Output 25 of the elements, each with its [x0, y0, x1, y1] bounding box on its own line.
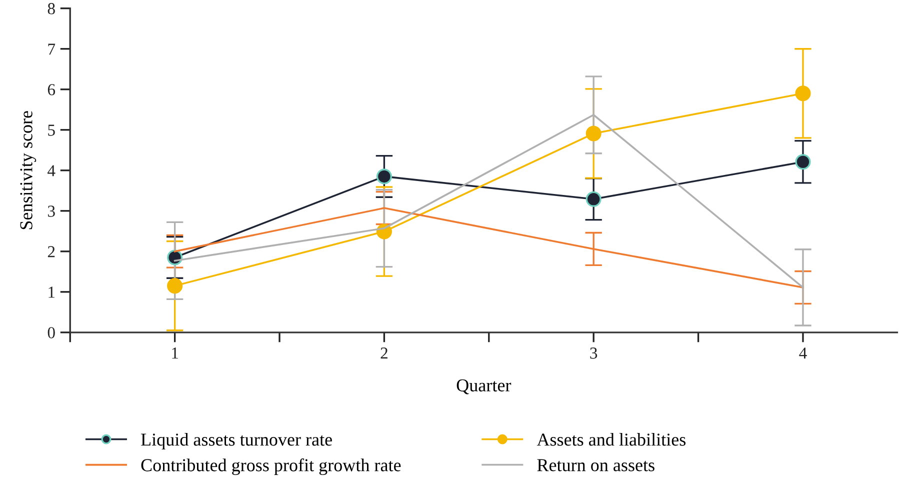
- y-tick-label: 4: [48, 165, 56, 176]
- point: [167, 278, 183, 294]
- legend-label: Assets and liabilities: [536, 433, 686, 446]
- y-tick-label: 1: [48, 286, 55, 298]
- point: [795, 86, 811, 102]
- y-tick-label: 2: [48, 246, 55, 258]
- legend-label: Liquid assets turnover rate: [141, 433, 332, 450]
- x-tick-label: 2: [380, 348, 388, 359]
- legend-label: Return on assets: [537, 459, 654, 472]
- x-axis-title: Quarter: [456, 379, 512, 394]
- legend-label: Contributed gross profit growth rate: [141, 458, 401, 476]
- y-axis-title: Sensitivity score: [20, 111, 36, 230]
- x-tick-label: 1: [172, 348, 178, 359]
- point: [795, 154, 811, 170]
- y-tick-label: 8: [48, 3, 55, 14]
- y-tick-label: 0: [48, 327, 55, 338]
- y-tick-label: 3: [48, 206, 55, 217]
- x-tick-label: 4: [799, 348, 807, 359]
- y-tick-label: 6: [48, 84, 56, 96]
- point: [586, 191, 602, 207]
- point: [376, 168, 392, 184]
- y-tick-label: 7: [48, 44, 56, 55]
- point: [586, 126, 602, 142]
- y-tick-label: 5: [48, 124, 55, 136]
- x-tick-label: 3: [590, 348, 598, 359]
